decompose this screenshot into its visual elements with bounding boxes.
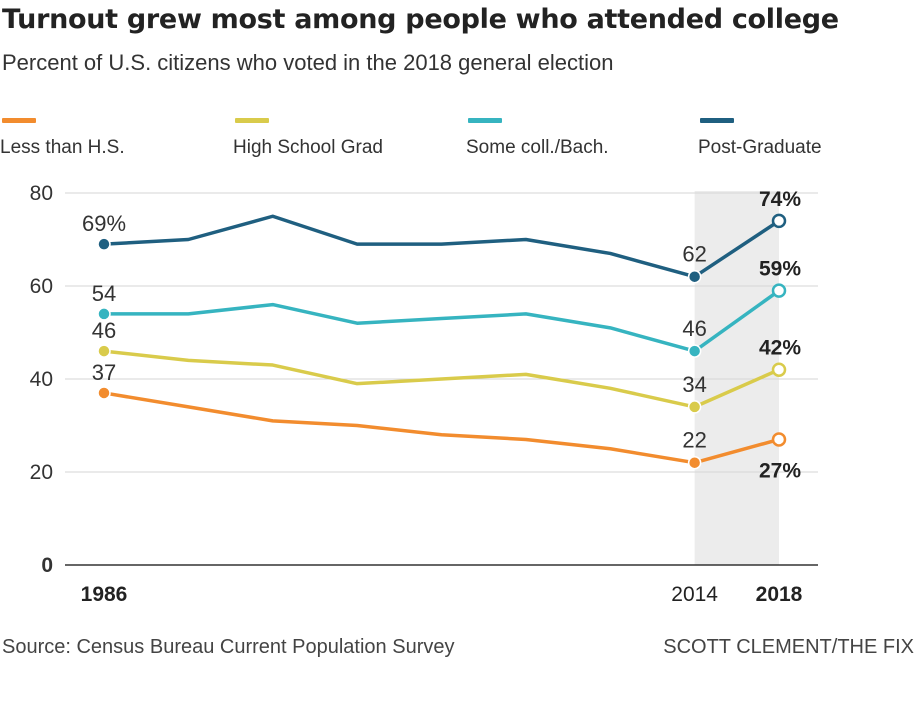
data-label: 62: [682, 242, 706, 267]
highlight-band: [694, 191, 779, 565]
x-tick-label: 1986: [81, 583, 128, 606]
data-label: 37: [92, 360, 116, 385]
data-point: [687, 455, 702, 470]
chart-subtitle: Percent of U.S. citizens who voted in th…: [2, 50, 614, 75]
data-point: [97, 386, 111, 400]
legend-label: High School Grad: [233, 137, 383, 158]
data-point: [687, 344, 702, 358]
legend-swatch: [468, 118, 502, 123]
y-tick-label: 80: [30, 182, 53, 205]
data-point: [97, 307, 111, 321]
legend-swatch: [235, 118, 269, 123]
data-label: 69%: [82, 211, 126, 236]
data-point-open: [771, 362, 787, 377]
data-label: 46: [682, 316, 706, 341]
data-label: 46: [92, 318, 116, 343]
data-point-open: [771, 213, 787, 229]
data-label: 27%: [759, 459, 801, 482]
data-label: 74%: [759, 188, 801, 211]
data-label: 59%: [759, 258, 801, 281]
data-point: [97, 344, 111, 358]
data-label: 22: [682, 428, 706, 453]
series-line: [102, 391, 781, 465]
legend-item-some-college: Some coll./Bach.: [466, 118, 609, 159]
source-note: Source: Census Bureau Current Population…: [2, 636, 455, 658]
chart-title: Turnout grew most among people who atten…: [2, 4, 839, 35]
series-line: [102, 288, 781, 353]
y-tick-label: 40: [30, 368, 53, 391]
legend-swatch: [2, 118, 36, 123]
y-tick-label: 0: [41, 554, 53, 577]
credit-note: SCOTT CLEMENT/THE FIX: [663, 636, 914, 658]
series-line: [102, 349, 781, 409]
legend-item-less-than-hs: Less than H.S.: [0, 118, 125, 159]
data-point-open: [771, 283, 787, 298]
data-label: 34: [682, 372, 706, 397]
data-point-open: [771, 432, 787, 447]
data-point: [687, 400, 702, 414]
legend-swatch: [700, 118, 734, 123]
data-point: [97, 237, 111, 251]
data-label: 42%: [759, 337, 801, 360]
data-point: [687, 269, 702, 284]
legend-label: Post-Graduate: [698, 137, 822, 158]
legend-item-high-school-grad: High School Grad: [233, 118, 383, 159]
data-label: 54: [92, 281, 116, 306]
legend: Less than H.S. High School Grad Some col…: [0, 118, 916, 168]
x-tick-label: 2018: [756, 583, 803, 606]
x-tick-label: 2014: [671, 583, 718, 606]
legend-label: Some coll./Bach.: [466, 137, 609, 158]
legend-item-post-graduate: Post-Graduate: [698, 118, 822, 159]
series-line: [102, 214, 781, 279]
y-tick-label: 60: [30, 275, 53, 298]
y-tick-label: 20: [30, 461, 53, 484]
legend-label: Less than H.S.: [0, 137, 125, 158]
